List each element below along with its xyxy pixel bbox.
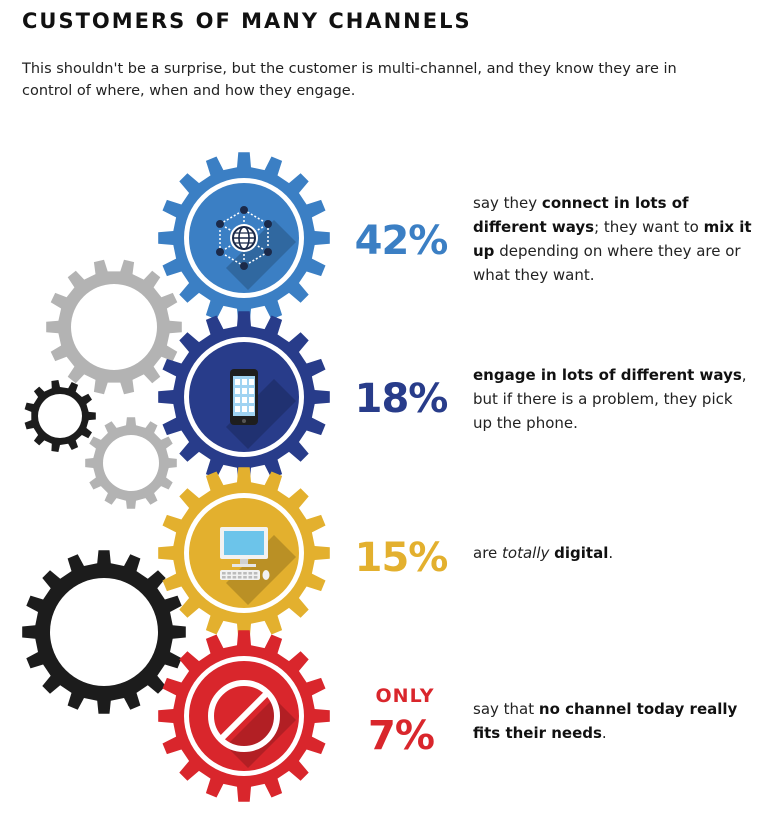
- page-title: CUSTOMERS OF MANY CHANNELS: [22, 9, 472, 33]
- prohibited-icon: [208, 680, 280, 752]
- stat-42-percent: 42%: [354, 218, 449, 264]
- grey-gear-large: [46, 259, 182, 395]
- stat-18-gear: [158, 311, 330, 483]
- smartphone-icon: [230, 369, 258, 425]
- stat-7-only-label: ONLY: [375, 685, 435, 707]
- network-globe-icon: [216, 206, 272, 270]
- stat-15-description: are totally digital.: [473, 544, 614, 562]
- stat-7-percent: 7%: [368, 713, 435, 759]
- stat-42-description: say they connect in lots of different wa…: [473, 194, 752, 284]
- grey-gear-small: [85, 417, 177, 509]
- stat-15-percent: 15%: [354, 535, 449, 581]
- stat-7-description: say that no channel today really fits th…: [473, 700, 738, 742]
- stat-18-percent: 18%: [354, 376, 449, 422]
- black-gear-large: [22, 550, 186, 714]
- page-subtitle: This shouldn't be a surprise, but the cu…: [22, 61, 677, 99]
- black-gear-small: [24, 380, 96, 452]
- desktop-computer-icon: [220, 527, 270, 580]
- stat-18-description: engage in lots of different ways, but if…: [473, 366, 747, 432]
